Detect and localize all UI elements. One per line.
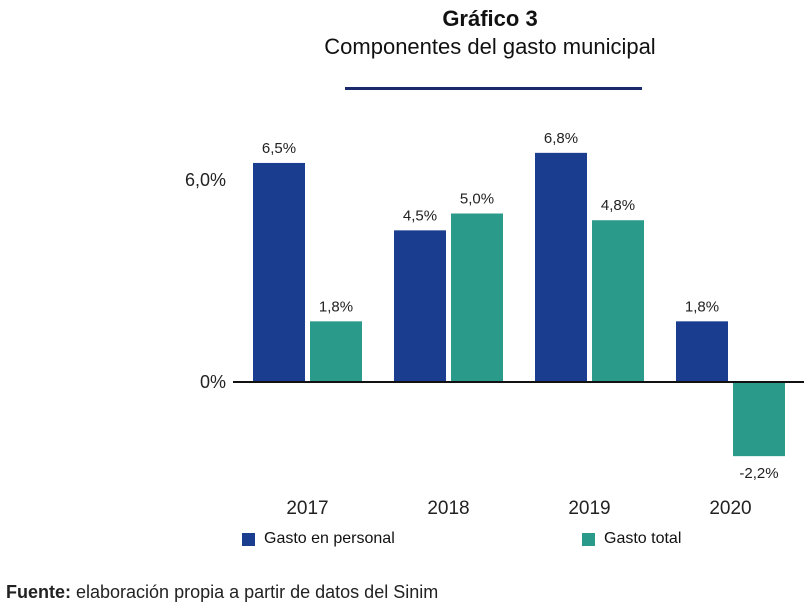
bar-total-2020 [733, 382, 785, 457]
legend-label-total: Gasto total [604, 530, 682, 547]
data-label: 1,8% [319, 298, 353, 315]
x-tick-label: 2017 [286, 498, 328, 519]
x-tick-label: 2020 [709, 498, 751, 519]
bar-personal-2017 [253, 162, 305, 382]
data-label: 6,5% [262, 140, 296, 157]
bar-personal-2018 [394, 230, 446, 382]
bar-total-2018 [451, 213, 503, 382]
data-label: 6,8% [544, 130, 578, 147]
legend-item-total: Gasto total [582, 530, 681, 548]
y-tick-label: 6,0% [185, 170, 226, 190]
x-tick-label: 2019 [568, 498, 610, 519]
y-tick-label: 0% [200, 372, 226, 392]
chart-title: Gráfico 3 [442, 6, 538, 31]
legend-item-personal: Gasto en personal [242, 530, 395, 548]
x-tick-label: 2018 [427, 498, 469, 519]
title-underline [345, 87, 642, 90]
data-label: -2,2% [739, 465, 778, 482]
bar-personal-2019 [535, 152, 587, 382]
data-label: 1,8% [685, 298, 719, 315]
legend-label-personal: Gasto en personal [264, 530, 395, 547]
source-label: Fuente: [6, 582, 71, 602]
data-label: 4,5% [403, 207, 437, 224]
bar-personal-2020 [676, 321, 728, 382]
bar-total-2017 [310, 321, 362, 382]
data-label: 4,8% [601, 197, 635, 214]
chart-subtitle: Componentes del gasto municipal [324, 34, 656, 59]
data-label: 5,0% [460, 191, 494, 208]
source-note: Fuente: elaboración propia a partir de d… [6, 582, 438, 603]
legend-swatch-personal [242, 532, 255, 546]
source-text: elaboración propia a partir de datos del… [71, 582, 439, 602]
legend-swatch-total [582, 532, 595, 546]
bar-total-2019 [592, 220, 644, 382]
